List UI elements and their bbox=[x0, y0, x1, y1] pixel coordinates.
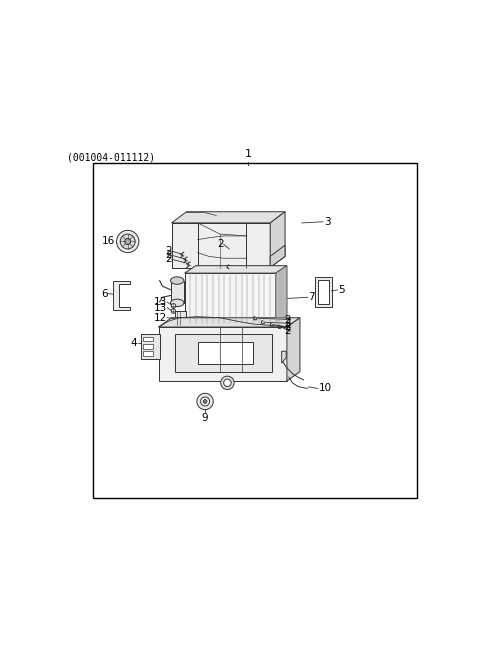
Text: 6: 6 bbox=[101, 289, 108, 299]
Text: 2: 2 bbox=[284, 322, 290, 333]
Circle shape bbox=[203, 400, 207, 403]
Polygon shape bbox=[143, 337, 153, 341]
Circle shape bbox=[117, 231, 139, 253]
Circle shape bbox=[201, 397, 210, 406]
Circle shape bbox=[125, 238, 131, 244]
Circle shape bbox=[197, 393, 213, 409]
Circle shape bbox=[221, 376, 234, 390]
Text: 7: 7 bbox=[309, 292, 315, 303]
Polygon shape bbox=[158, 327, 287, 381]
Text: 2: 2 bbox=[165, 254, 172, 265]
Circle shape bbox=[171, 304, 176, 308]
Polygon shape bbox=[315, 277, 332, 307]
Text: 10: 10 bbox=[319, 383, 332, 394]
Text: 2: 2 bbox=[284, 318, 290, 328]
Polygon shape bbox=[270, 245, 285, 267]
Polygon shape bbox=[198, 223, 246, 267]
Text: 3: 3 bbox=[324, 217, 331, 227]
Polygon shape bbox=[172, 212, 285, 223]
Text: 5: 5 bbox=[338, 285, 345, 295]
Text: 2: 2 bbox=[284, 314, 290, 325]
Bar bbox=[94, 163, 417, 498]
Polygon shape bbox=[175, 335, 272, 371]
Circle shape bbox=[120, 234, 135, 249]
Polygon shape bbox=[172, 223, 198, 267]
Polygon shape bbox=[185, 273, 276, 324]
Text: 16: 16 bbox=[102, 236, 115, 246]
Text: 2: 2 bbox=[165, 246, 172, 256]
Polygon shape bbox=[113, 280, 130, 310]
Polygon shape bbox=[287, 318, 300, 381]
Text: 1: 1 bbox=[244, 149, 252, 159]
Text: 12: 12 bbox=[154, 312, 167, 323]
Text: 2: 2 bbox=[217, 240, 224, 250]
Polygon shape bbox=[143, 344, 153, 348]
Text: 4: 4 bbox=[131, 338, 137, 348]
Polygon shape bbox=[158, 318, 300, 327]
Polygon shape bbox=[172, 223, 270, 267]
Polygon shape bbox=[282, 351, 286, 363]
Polygon shape bbox=[198, 342, 253, 364]
Text: (001004-011112): (001004-011112) bbox=[67, 153, 156, 163]
Polygon shape bbox=[175, 311, 186, 325]
Ellipse shape bbox=[170, 277, 184, 284]
Text: 2: 2 bbox=[284, 326, 290, 336]
Text: 13: 13 bbox=[154, 297, 167, 307]
Polygon shape bbox=[171, 280, 184, 303]
Polygon shape bbox=[318, 280, 329, 304]
Polygon shape bbox=[143, 351, 153, 356]
Circle shape bbox=[224, 379, 231, 386]
Polygon shape bbox=[270, 212, 285, 267]
Polygon shape bbox=[185, 266, 287, 273]
Text: 13: 13 bbox=[154, 303, 167, 312]
Polygon shape bbox=[141, 335, 160, 359]
Text: 9: 9 bbox=[202, 413, 208, 423]
Ellipse shape bbox=[170, 299, 184, 307]
Text: 2: 2 bbox=[165, 250, 172, 260]
Polygon shape bbox=[276, 266, 287, 324]
Circle shape bbox=[171, 309, 176, 313]
